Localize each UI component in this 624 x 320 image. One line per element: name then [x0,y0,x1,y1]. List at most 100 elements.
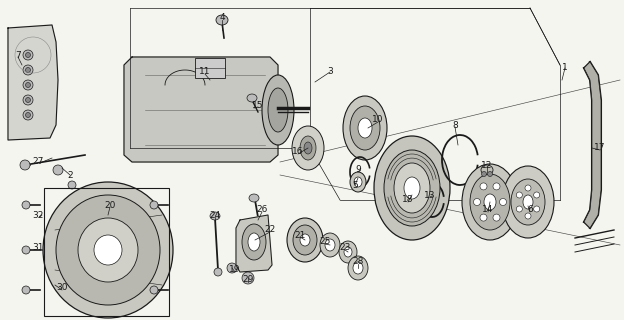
Text: 17: 17 [594,143,606,153]
Ellipse shape [394,163,430,213]
Ellipse shape [247,94,257,102]
Text: 27: 27 [32,157,44,166]
Ellipse shape [343,96,387,160]
Text: 31: 31 [32,244,44,252]
Ellipse shape [493,183,500,190]
Ellipse shape [268,88,288,132]
Ellipse shape [53,165,63,175]
Ellipse shape [214,268,222,276]
Ellipse shape [525,185,531,191]
Text: 15: 15 [252,100,264,109]
Text: 18: 18 [402,196,414,204]
Ellipse shape [516,192,522,198]
Text: 5: 5 [352,180,358,189]
Polygon shape [8,25,58,140]
Text: 12: 12 [481,161,493,170]
Ellipse shape [348,256,368,280]
Polygon shape [124,57,278,162]
Ellipse shape [23,110,33,120]
Ellipse shape [523,195,533,209]
Ellipse shape [242,272,254,284]
Ellipse shape [287,218,323,262]
Ellipse shape [20,160,30,170]
Text: 10: 10 [373,116,384,124]
Text: 25: 25 [319,237,331,246]
Ellipse shape [26,98,31,102]
Bar [195,58,225,78]
Ellipse shape [94,235,122,265]
Ellipse shape [511,179,545,225]
Ellipse shape [350,172,366,192]
Text: 11: 11 [199,68,211,76]
Text: 3: 3 [327,68,333,76]
Text: 14: 14 [482,205,494,214]
Ellipse shape [249,194,259,202]
Ellipse shape [304,142,312,154]
Ellipse shape [480,214,487,221]
Ellipse shape [300,234,310,246]
Ellipse shape [26,113,31,117]
Ellipse shape [22,246,30,254]
Ellipse shape [293,225,317,255]
Text: 4: 4 [219,13,225,22]
Ellipse shape [78,218,138,282]
Ellipse shape [43,182,173,318]
Ellipse shape [22,286,30,294]
Ellipse shape [26,52,31,58]
Text: 1: 1 [562,63,568,73]
Ellipse shape [216,15,228,25]
Ellipse shape [499,198,507,205]
Text: 23: 23 [339,244,351,252]
Ellipse shape [23,95,33,105]
Ellipse shape [358,118,372,138]
Ellipse shape [516,206,522,212]
Text: 26: 26 [256,205,268,214]
Ellipse shape [502,166,554,238]
Ellipse shape [525,213,531,219]
Ellipse shape [262,75,294,145]
Ellipse shape [374,136,450,240]
Ellipse shape [26,83,31,87]
Ellipse shape [470,174,510,230]
Text: 28: 28 [353,258,364,267]
Ellipse shape [242,224,266,260]
Text: 6: 6 [527,205,533,214]
Ellipse shape [227,263,237,273]
Text: 9: 9 [355,165,361,174]
Ellipse shape [482,172,487,177]
Ellipse shape [353,262,363,274]
Text: 16: 16 [292,148,304,156]
Text: 32: 32 [32,211,44,220]
Ellipse shape [487,172,492,177]
Ellipse shape [481,165,493,175]
Polygon shape [584,62,601,228]
Text: 21: 21 [295,230,306,239]
Ellipse shape [150,201,158,209]
Ellipse shape [493,214,500,221]
Text: 19: 19 [229,266,241,275]
Ellipse shape [248,233,260,251]
Polygon shape [236,215,272,272]
Ellipse shape [404,177,420,199]
Ellipse shape [462,164,518,240]
Ellipse shape [23,80,33,90]
Ellipse shape [484,194,496,210]
Ellipse shape [22,201,30,209]
Ellipse shape [534,206,540,212]
Ellipse shape [210,212,220,220]
Ellipse shape [474,198,480,205]
Ellipse shape [480,183,487,190]
Text: 29: 29 [242,276,254,284]
Text: 8: 8 [452,121,458,130]
Ellipse shape [292,126,324,170]
Bar [44,188,169,316]
Ellipse shape [354,177,362,187]
Ellipse shape [534,192,540,198]
Text: 2: 2 [67,171,73,180]
Ellipse shape [56,195,160,305]
Ellipse shape [325,239,335,251]
Text: 13: 13 [424,190,436,199]
Text: 20: 20 [104,201,115,210]
Ellipse shape [339,241,357,263]
Ellipse shape [300,136,316,160]
